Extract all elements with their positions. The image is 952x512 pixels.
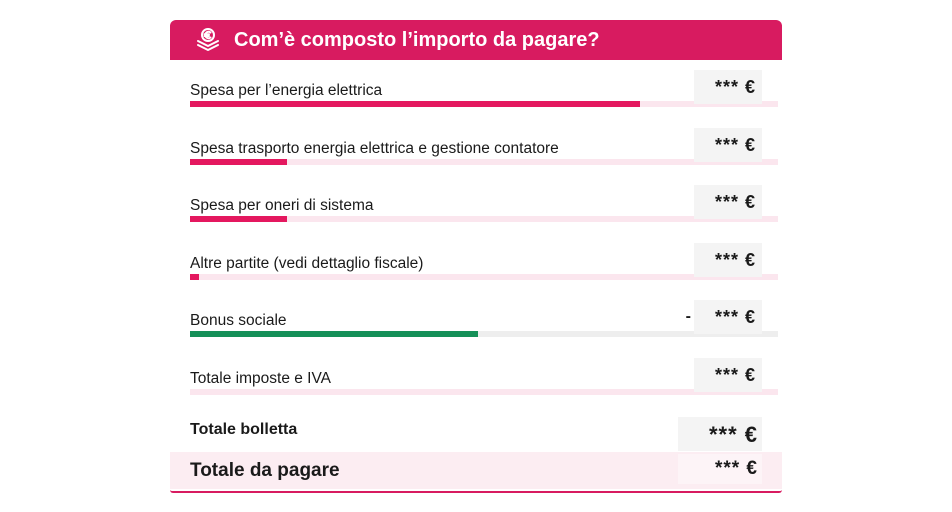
breakdown-bar-fill: [190, 331, 479, 337]
breakdown-label: Bonus sociale: [190, 312, 287, 329]
breakdown-row: Bonus sociale - *** €: [170, 290, 782, 340]
breakdown-amount: *** €: [694, 242, 762, 277]
breakdown-label: Spesa per oneri di sistema: [190, 197, 374, 214]
breakdown-amount: *** €: [694, 300, 762, 334]
breakdown-bar-fill: [190, 101, 640, 107]
amount-minus-sign: -: [685, 308, 691, 325]
totale-da-pagare-label: Totale da pagare: [190, 460, 340, 481]
breakdown-bar-fill: [190, 216, 288, 222]
breakdown-bar-track: [190, 388, 778, 395]
breakdown-label: Totale imposte e IVA: [190, 369, 332, 387]
card-title: Com’è composto l’importo da pagare?: [234, 29, 600, 51]
breakdown-row: Altre partite (vedi dettaglio fiscale) **…: [170, 233, 782, 283]
breakdown-label: Spesa trasporto energia elettrica e gest…: [190, 139, 559, 157]
totale-bolletta-amount: *** €: [678, 417, 762, 451]
totale-bolletta-row: Totale bolletta *** €: [170, 412, 782, 452]
breakdown-bar-track: [190, 216, 778, 222]
breakdown-bar-track: [190, 101, 778, 107]
card-header: Com’è composto l’importo da pagare?: [170, 20, 782, 60]
breakdown-amount: *** €: [694, 127, 762, 162]
breakdown-row: Spesa per oneri di sistema *** €: [170, 175, 782, 225]
breakdown-row: Spesa trasporto energia elettrica e gest…: [170, 118, 782, 168]
breakdown-amount: *** €: [694, 70, 762, 104]
breakdown-bar-fill: [190, 273, 199, 280]
breakdown-label: Altre partite (vedi dettaglio fiscale): [190, 254, 424, 272]
breakdown-bar-track: [190, 273, 778, 280]
breakdown-bar-track: [190, 158, 778, 165]
totale-bolletta-label: Totale bolletta: [190, 421, 298, 438]
breakdown-bar-fill: [190, 158, 288, 165]
euro-stack-icon: [194, 27, 222, 53]
totale-da-pagare-amount: *** €: [678, 454, 762, 484]
bill-breakdown-card: Com’è composto l’importo da pagare? Spes…: [170, 20, 782, 493]
breakdown-amount: *** €: [694, 357, 762, 392]
breakdown-bar-track: [190, 331, 778, 337]
breakdown-label: Spesa per l’energia elettrica: [190, 82, 383, 99]
breakdown-row: Spesa per l’energia elettrica *** €: [170, 60, 782, 110]
breakdown-amount: *** €: [694, 185, 762, 219]
breakdown-row: Totale imposte e IVA *** €: [170, 348, 782, 398]
totale-da-pagare-row: Totale da pagare *** €: [170, 452, 782, 489]
